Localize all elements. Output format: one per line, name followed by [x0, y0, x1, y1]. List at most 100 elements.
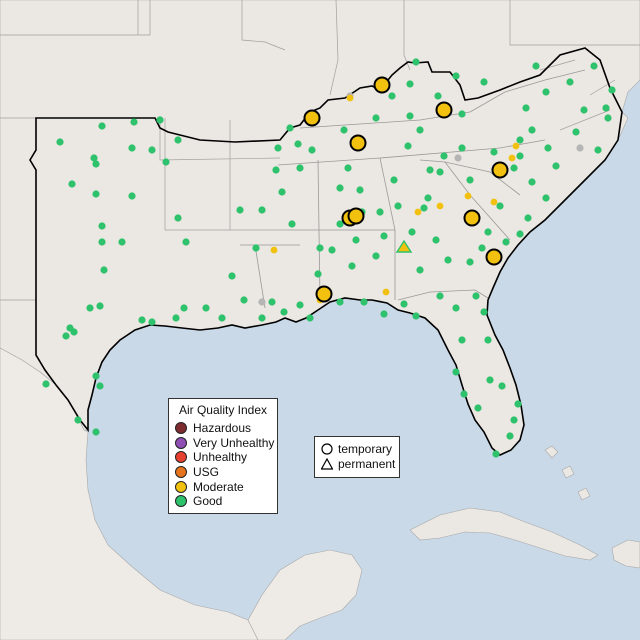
good-aqi-site-marker[interactable] — [376, 208, 384, 216]
moderate-aqi-site-marker[interactable] — [508, 154, 516, 162]
good-aqi-site-marker[interactable] — [452, 72, 460, 80]
good-aqi-site-marker[interactable] — [278, 188, 286, 196]
moderate-aqi-site-marker[interactable] — [382, 288, 390, 296]
good-aqi-site-marker[interactable] — [566, 78, 574, 86]
good-aqi-site-marker[interactable] — [608, 86, 616, 94]
good-aqi-site-marker[interactable] — [380, 310, 388, 318]
good-aqi-site-marker[interactable] — [92, 372, 100, 380]
good-aqi-site-marker[interactable] — [436, 292, 444, 300]
good-aqi-site-marker[interactable] — [440, 152, 448, 160]
moderate-aqi-site-marker[interactable] — [512, 142, 520, 150]
good-aqi-site-marker[interactable] — [240, 296, 248, 304]
good-aqi-site-marker[interactable] — [412, 58, 420, 66]
good-aqi-site-marker[interactable] — [308, 146, 316, 154]
good-aqi-site-marker[interactable] — [408, 228, 416, 236]
good-aqi-site-marker[interactable] — [510, 164, 518, 172]
good-aqi-site-marker[interactable] — [552, 162, 560, 170]
good-aqi-site-marker[interactable] — [218, 314, 226, 322]
good-aqi-site-marker[interactable] — [336, 184, 344, 192]
good-aqi-site-marker[interactable] — [516, 230, 524, 238]
good-aqi-site-marker[interactable] — [356, 186, 364, 194]
good-aqi-site-marker[interactable] — [416, 266, 424, 274]
good-aqi-site-marker[interactable] — [486, 376, 494, 384]
good-aqi-site-marker[interactable] — [406, 112, 414, 120]
good-aqi-site-marker[interactable] — [478, 244, 486, 252]
good-aqi-site-marker[interactable] — [174, 136, 182, 144]
good-aqi-site-marker[interactable] — [272, 166, 280, 174]
good-aqi-site-marker[interactable] — [458, 144, 466, 152]
good-aqi-site-marker[interactable] — [138, 316, 146, 324]
good-aqi-site-marker[interactable] — [174, 214, 182, 222]
good-aqi-site-marker[interactable] — [130, 118, 138, 126]
good-aqi-site-marker[interactable] — [604, 114, 612, 122]
good-aqi-site-marker[interactable] — [542, 194, 550, 202]
good-aqi-site-marker[interactable] — [516, 152, 524, 160]
good-aqi-site-marker[interactable] — [360, 298, 368, 306]
good-aqi-site-marker[interactable] — [432, 236, 440, 244]
good-aqi-site-marker[interactable] — [68, 180, 76, 188]
good-aqi-site-marker[interactable] — [90, 154, 98, 162]
good-aqi-site-marker[interactable] — [412, 312, 420, 320]
good-aqi-site-marker[interactable] — [98, 222, 106, 230]
good-aqi-site-marker[interactable] — [296, 164, 304, 172]
moderate-aqi-site-marker[interactable] — [414, 208, 422, 216]
good-aqi-site-marker[interactable] — [268, 298, 276, 306]
good-aqi-site-marker[interactable] — [148, 146, 156, 154]
good-aqi-site-marker[interactable] — [466, 176, 474, 184]
good-aqi-site-marker[interactable] — [162, 158, 170, 166]
moderate-aqi-temporary-monitor-marker[interactable] — [347, 207, 365, 225]
good-aqi-site-marker[interactable] — [42, 380, 50, 388]
good-aqi-site-marker[interactable] — [288, 220, 296, 228]
good-aqi-site-marker[interactable] — [390, 176, 398, 184]
good-aqi-site-marker[interactable] — [502, 238, 510, 246]
good-aqi-site-marker[interactable] — [452, 368, 460, 376]
good-aqi-site-marker[interactable] — [70, 328, 78, 336]
good-aqi-site-marker[interactable] — [100, 266, 108, 274]
good-aqi-site-marker[interactable] — [404, 142, 412, 150]
good-aqi-site-marker[interactable] — [524, 214, 532, 222]
no-data-site-marker[interactable] — [454, 154, 462, 162]
good-aqi-site-marker[interactable] — [352, 236, 360, 244]
good-aqi-site-marker[interactable] — [436, 168, 444, 176]
good-aqi-site-marker[interactable] — [424, 194, 432, 202]
good-aqi-site-marker[interactable] — [96, 382, 104, 390]
good-aqi-site-marker[interactable] — [406, 80, 414, 88]
good-aqi-site-marker[interactable] — [480, 308, 488, 316]
good-aqi-site-marker[interactable] — [172, 314, 180, 322]
good-aqi-site-marker[interactable] — [458, 110, 466, 118]
good-aqi-site-marker[interactable] — [394, 202, 402, 210]
good-aqi-site-marker[interactable] — [180, 304, 188, 312]
moderate-aqi-temporary-monitor-marker[interactable] — [491, 161, 509, 179]
good-aqi-site-marker[interactable] — [202, 304, 210, 312]
moderate-aqi-temporary-monitor-marker[interactable] — [349, 134, 367, 152]
good-aqi-site-marker[interactable] — [86, 304, 94, 312]
good-aqi-site-marker[interactable] — [528, 126, 536, 134]
good-aqi-site-marker[interactable] — [128, 192, 136, 200]
good-aqi-site-marker[interactable] — [516, 136, 524, 144]
good-aqi-site-marker[interactable] — [62, 332, 70, 340]
good-aqi-site-marker[interactable] — [602, 104, 610, 112]
good-aqi-site-marker[interactable] — [274, 144, 282, 152]
good-aqi-site-marker[interactable] — [258, 314, 266, 322]
good-aqi-site-marker[interactable] — [496, 202, 504, 210]
moderate-aqi-temporary-monitor-marker[interactable] — [463, 209, 481, 227]
good-aqi-site-marker[interactable] — [460, 390, 468, 398]
good-aqi-site-marker[interactable] — [372, 252, 380, 260]
good-aqi-site-marker[interactable] — [458, 336, 466, 344]
good-aqi-site-marker[interactable] — [498, 382, 506, 390]
good-aqi-site-marker[interactable] — [128, 144, 136, 152]
good-aqi-site-marker[interactable] — [228, 272, 236, 280]
good-aqi-site-marker[interactable] — [528, 178, 536, 186]
moderate-aqi-temporary-monitor-marker[interactable] — [485, 248, 503, 266]
good-aqi-site-marker[interactable] — [434, 92, 442, 100]
good-aqi-site-marker[interactable] — [98, 238, 106, 246]
good-aqi-site-marker[interactable] — [484, 228, 492, 236]
good-aqi-site-marker[interactable] — [74, 416, 82, 424]
good-aqi-site-marker[interactable] — [532, 62, 540, 70]
good-aqi-site-marker[interactable] — [236, 206, 244, 214]
good-aqi-site-marker[interactable] — [156, 116, 164, 124]
good-aqi-site-marker[interactable] — [590, 62, 598, 70]
moderate-aqi-site-marker[interactable] — [270, 246, 278, 254]
no-data-site-marker[interactable] — [576, 144, 584, 152]
good-aqi-site-marker[interactable] — [472, 292, 480, 300]
